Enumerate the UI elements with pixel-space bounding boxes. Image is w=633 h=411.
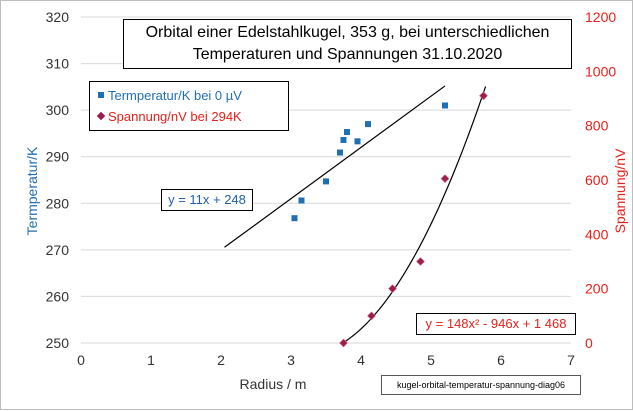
- y-right-tick-label: 200: [585, 281, 609, 297]
- y-left-tick-label: 320: [46, 9, 70, 25]
- voltage-point: [367, 311, 376, 321]
- trendline-linear-temperature: [224, 85, 446, 248]
- y-left-tick-label: 250: [46, 335, 70, 351]
- temperature-point: [298, 197, 305, 204]
- tick-labels: 2502602702802903003103200200400600800100…: [46, 9, 617, 368]
- y-left-tick-label: 260: [46, 288, 70, 304]
- x-tick-label: 5: [427, 352, 435, 368]
- voltage-point: [479, 91, 488, 101]
- y-left-tick-label: 270: [46, 242, 70, 258]
- trendline-poly-voltage: [343, 86, 487, 343]
- trendline-equation-temperature: y = 11x + 248: [161, 189, 253, 211]
- chart-title-line2: Temperaturen und Spannungen 31.10.2020: [192, 46, 503, 63]
- x-tick-label: 7: [567, 352, 575, 368]
- chart-title-line1: Orbital einer Edelstahlkugel, 353 g, bei…: [145, 24, 550, 41]
- temperature-point: [337, 149, 343, 156]
- temperature-point: [323, 178, 329, 185]
- voltage-point: [440, 174, 450, 184]
- legend-diamond-marker-icon: [96, 111, 106, 121]
- x-tick-label: 3: [287, 352, 295, 368]
- temperature-point: [442, 102, 448, 109]
- x-tick-label: 1: [147, 352, 155, 368]
- y-right-tick-label: 0: [585, 335, 593, 351]
- trendlines: [224, 85, 487, 343]
- temperature-point: [340, 136, 347, 143]
- chart-caption: kugel-orbital-temperatur-spannung-diag06: [381, 375, 581, 395]
- y-axis-left-title: Termperatur/K: [24, 146, 40, 235]
- x-axis-title: Radius / m: [240, 376, 307, 392]
- legend-square-marker-icon: [98, 92, 104, 98]
- legend-label-temperature: Termperatur/K bei 0 µV: [108, 88, 242, 103]
- x-tick-label: 2: [217, 352, 225, 368]
- chart-title: Orbital einer Edelstahlkugel, 353 g, bei…: [123, 19, 572, 69]
- temperature-point: [291, 215, 298, 222]
- x-tick-label: 0: [77, 352, 85, 368]
- temperature-point: [354, 138, 361, 145]
- y-left-tick-label: 280: [46, 195, 70, 211]
- y-left-tick-label: 290: [46, 149, 70, 165]
- voltage-point: [416, 257, 425, 266]
- temperature-point: [344, 129, 350, 136]
- x-tick-label: 6: [497, 352, 505, 368]
- voltage-point: [388, 284, 397, 294]
- legend-entry-voltage: Spannung/nV bei 294K: [96, 109, 242, 124]
- y-right-tick-label: 800: [585, 118, 609, 134]
- temperature-point: [365, 121, 371, 128]
- y-right-tick-label: 400: [585, 226, 609, 242]
- y-left-tick-label: 310: [46, 56, 70, 72]
- legend: Termperatur/K bei 0 µV Spannung/nV bei 2…: [89, 81, 289, 131]
- voltage-point: [339, 338, 348, 348]
- y-right-tick-label: 1000: [585, 63, 616, 79]
- data-points: [291, 91, 488, 348]
- y-axis-right-title: Spannung/nV: [612, 148, 628, 234]
- y-right-tick-label: 600: [585, 172, 609, 188]
- x-tick-label: 4: [357, 352, 365, 368]
- y-right-tick-label: 1200: [585, 9, 616, 25]
- trendline-equation-voltage: y = 148x² - 946x + 1 468: [416, 313, 576, 335]
- legend-label-voltage: Spannung/nV bei 294K: [108, 109, 242, 124]
- legend-entry-temperature: Termperatur/K bei 0 µV: [98, 88, 242, 103]
- y-left-tick-label: 300: [46, 102, 70, 118]
